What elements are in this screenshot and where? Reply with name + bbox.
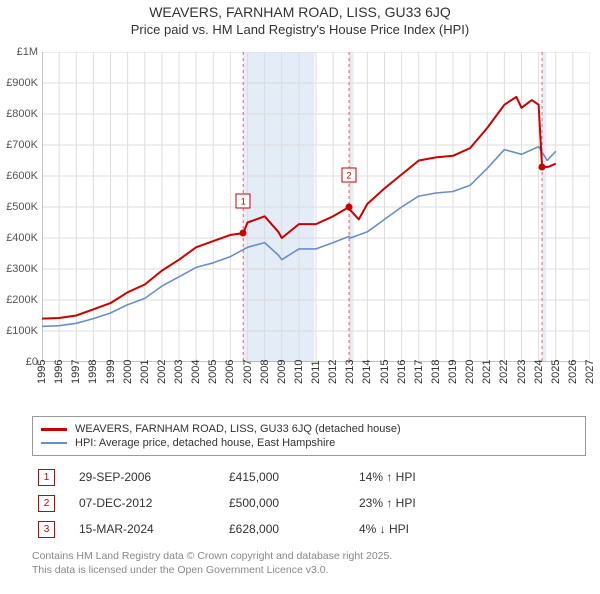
x-tick-label: 2005 <box>207 360 219 384</box>
legend-swatch <box>41 442 67 444</box>
x-tick-label: 2004 <box>190 360 202 384</box>
y-tick-label: £900K <box>6 77 38 89</box>
chart-subtitle: Price paid vs. HM Land Registry's House … <box>0 22 600 37</box>
x-tick-label: 2002 <box>156 360 168 384</box>
x-tick-label: 2025 <box>550 360 562 384</box>
transaction-row: 2 07-DEC-2012£500,00023% ↑ HPI <box>32 490 568 516</box>
transaction-marker: 3 <box>38 521 55 538</box>
y-tick-label: £700K <box>6 139 38 151</box>
chart-area: £0£100K£200K£300K£400K£500K£600K£700K£80… <box>42 52 590 362</box>
legend-label: HPI: Average price, detached house, East… <box>75 437 335 449</box>
y-tick-label: £1M <box>17 46 38 58</box>
transaction-price: £415,000 <box>229 470 359 484</box>
x-tick-label: 1995 <box>36 360 48 384</box>
transaction-marker: 1 <box>38 469 55 486</box>
transaction-row: 1 29-SEP-2006£415,00014% ↑ HPI <box>32 464 568 490</box>
transaction-date: 15-MAR-2024 <box>79 522 229 536</box>
x-tick-label: 2006 <box>224 360 236 384</box>
x-tick-label: 2018 <box>430 360 442 384</box>
transaction-pct: 14% ↑ HPI <box>359 470 509 484</box>
y-tick-label: £500K <box>6 201 38 213</box>
transaction-pct: 23% ↑ HPI <box>359 496 509 510</box>
x-axis-labels: 1995199619971998199920002001200220032004… <box>42 366 590 416</box>
price-point-dot <box>346 204 353 211</box>
y-tick-label: £200K <box>6 294 38 306</box>
legend-item: HPI: Average price, detached house, East… <box>41 437 577 449</box>
x-tick-label: 2015 <box>379 360 391 384</box>
x-tick-label: 2003 <box>173 360 185 384</box>
x-tick-label: 1996 <box>53 360 65 384</box>
x-tick-label: 2013 <box>344 360 356 384</box>
y-tick-label: £100K <box>6 325 38 337</box>
y-tick-label: £800K <box>6 108 38 120</box>
transaction-price: £500,000 <box>229 496 359 510</box>
legend-item: WEAVERS, FARNHAM ROAD, LISS, GU33 6JQ (d… <box>41 423 577 435</box>
x-tick-label: 2020 <box>464 360 476 384</box>
x-tick-label: 2012 <box>327 360 339 384</box>
x-tick-label: 2026 <box>567 360 579 384</box>
x-tick-label: 2017 <box>413 360 425 384</box>
x-tick-label: 2022 <box>498 360 510 384</box>
x-tick-label: 1998 <box>87 360 99 384</box>
transactions-table: 1 29-SEP-2006£415,00014% ↑ HPI 2 07-DEC-201… <box>32 464 568 542</box>
transaction-pct: 4% ↓ HPI <box>359 522 509 536</box>
chart-title: WEAVERS, FARNHAM ROAD, LISS, GU33 6JQ <box>0 4 600 20</box>
x-tick-label: 2019 <box>447 360 459 384</box>
y-tick-label: £300K <box>6 263 38 275</box>
y-tick-label: £400K <box>6 232 38 244</box>
transaction-marker: 2 <box>38 495 55 512</box>
price-point-dot <box>240 230 247 237</box>
transaction-row: 3 15-MAR-2024£628,0004% ↓ HPI <box>32 516 568 542</box>
x-tick-label: 2014 <box>361 360 373 384</box>
price-point-marker: 2 <box>342 168 357 183</box>
transaction-date: 07-DEC-2012 <box>79 496 229 510</box>
x-tick-label: 2007 <box>242 360 254 384</box>
x-tick-label: 2010 <box>293 360 305 384</box>
price-point-dot <box>539 164 546 171</box>
legend-label: WEAVERS, FARNHAM ROAD, LISS, GU33 6JQ (d… <box>75 423 401 435</box>
transaction-date: 29-SEP-2006 <box>79 470 229 484</box>
x-tick-label: 1999 <box>105 360 117 384</box>
legend-swatch <box>41 428 67 431</box>
x-tick-label: 2021 <box>481 360 493 384</box>
x-tick-label: 2008 <box>259 360 271 384</box>
y-axis-labels: £0£100K£200K£300K£400K£500K£600K£700K£80… <box>0 52 40 362</box>
line-chart-svg <box>42 52 590 362</box>
x-tick-label: 1997 <box>70 360 82 384</box>
x-tick-label: 2027 <box>584 360 596 384</box>
x-tick-label: 2000 <box>122 360 134 384</box>
price-point-marker: 1 <box>236 194 251 209</box>
footer-line2: This data is licensed under the Open Gov… <box>32 564 568 578</box>
x-tick-label: 2011 <box>310 360 322 384</box>
container: WEAVERS, FARNHAM ROAD, LISS, GU33 6JQ Pr… <box>0 4 600 594</box>
x-tick-label: 2024 <box>533 360 545 384</box>
transaction-price: £628,000 <box>229 522 359 536</box>
footer: Contains HM Land Registry data © Crown c… <box>32 550 568 577</box>
y-tick-label: £600K <box>6 170 38 182</box>
legend: WEAVERS, FARNHAM ROAD, LISS, GU33 6JQ (d… <box>32 416 586 456</box>
footer-line1: Contains HM Land Registry data © Crown c… <box>32 550 568 564</box>
x-tick-label: 2023 <box>516 360 528 384</box>
x-tick-label: 2001 <box>139 360 151 384</box>
x-tick-label: 2016 <box>396 360 408 384</box>
x-tick-label: 2009 <box>276 360 288 384</box>
